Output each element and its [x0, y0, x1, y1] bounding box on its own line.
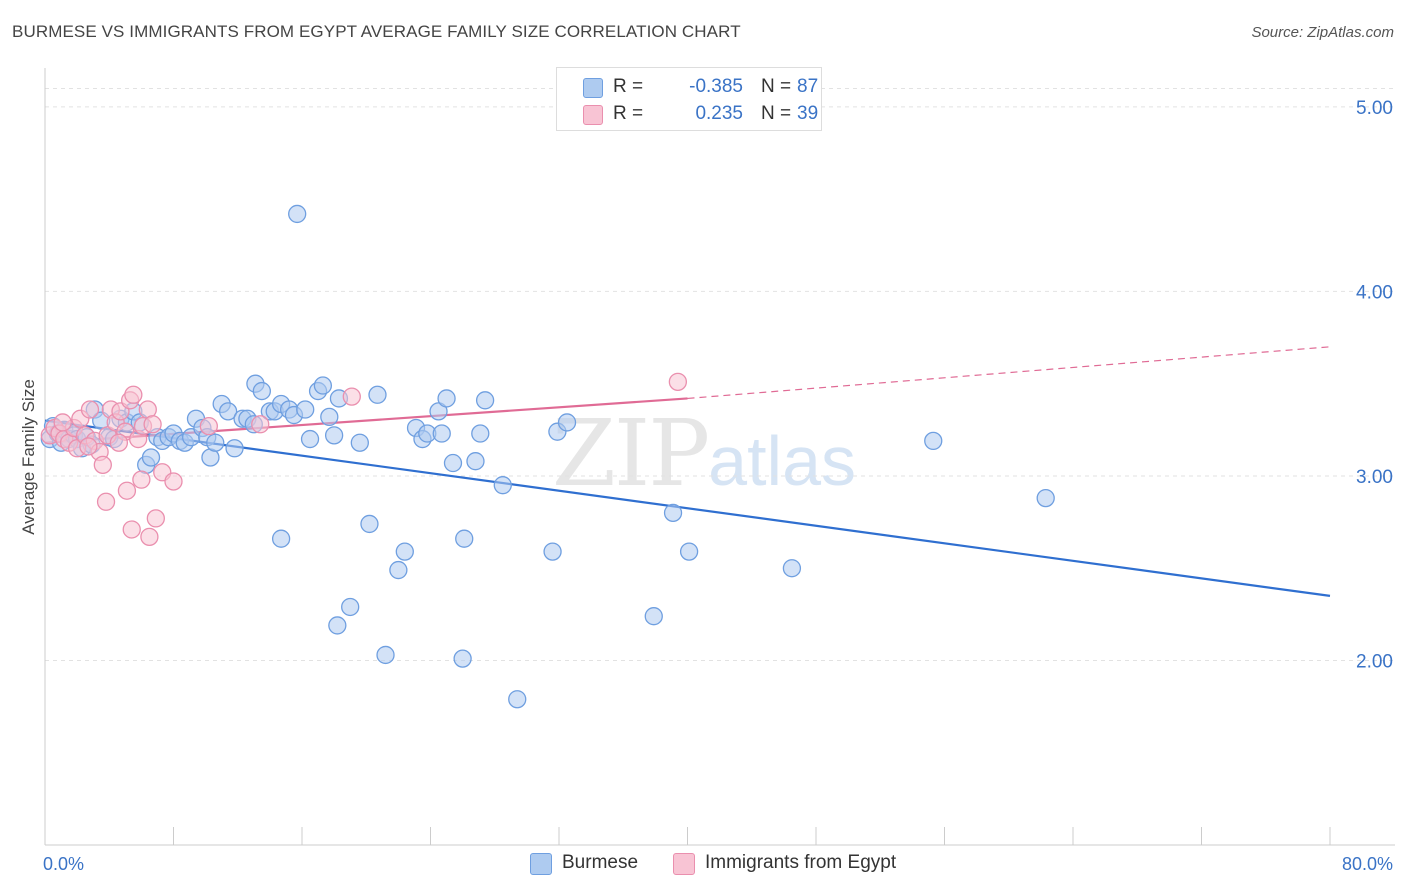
point-burmese	[252, 381, 271, 401]
point-burmese	[288, 204, 307, 224]
point-egypt	[146, 509, 165, 528]
axis-labels: 2.00 3.00 4.00 5.00 0.0% 80.0% Average Family …	[19, 98, 1393, 874]
point-burmese	[206, 433, 225, 452]
point-burmese	[300, 429, 320, 449]
point-burmese	[271, 529, 291, 548]
y-tick-label: 4.00	[1356, 282, 1393, 303]
legend-n-value: 87	[797, 76, 819, 97]
point-burmese	[557, 413, 577, 432]
source-label: Source: ZipAtlas.com	[1251, 24, 1394, 41]
point-egypt	[117, 481, 137, 500]
legend-n-value: 39	[797, 103, 819, 124]
point-burmese	[218, 402, 238, 421]
point-burmese	[508, 690, 527, 709]
x-tick-label: 80.0%	[1342, 854, 1393, 874]
point-burmese	[313, 376, 333, 395]
point-egypt	[143, 415, 162, 434]
point-egypt	[199, 416, 218, 436]
watermark-zip: ZIP	[552, 400, 710, 507]
legend-r-label: R =	[613, 76, 644, 97]
point-burmese	[679, 542, 699, 561]
point-burmese	[1036, 488, 1055, 508]
point-burmese	[663, 503, 683, 523]
point-burmese	[141, 448, 161, 467]
bottom-legend-label-egypt: Immigrants from Egypt	[705, 852, 897, 873]
point-egypt	[132, 470, 151, 489]
point-burmese	[475, 391, 495, 410]
bottom-legend-swatch-burmese	[530, 853, 552, 875]
legend-swatch-egypt	[583, 105, 603, 125]
point-burmese	[455, 529, 474, 548]
point-burmese	[395, 542, 414, 561]
point-egypt	[79, 437, 98, 456]
point-egypt	[80, 400, 100, 419]
trend-line-burmese	[44, 419, 1331, 597]
point-burmese	[429, 402, 448, 421]
point-burmese	[328, 616, 347, 635]
legend-r-label: R =	[613, 103, 644, 124]
point-burmese	[341, 597, 360, 617]
axes	[44, 68, 1395, 846]
point-burmese	[432, 424, 451, 443]
point-egypt	[140, 527, 159, 546]
point-burmese	[453, 649, 472, 668]
point-burmese	[296, 400, 315, 419]
point-burmese	[225, 439, 244, 458]
point-egypt	[164, 472, 183, 491]
point-burmese	[389, 560, 408, 580]
y-tick-label: 2.00	[1356, 651, 1393, 672]
point-burmese	[350, 433, 369, 452]
point-egypt	[668, 372, 688, 391]
legend-n-label: N =	[761, 103, 792, 124]
legend-swatch-burmese	[583, 78, 603, 98]
x-tick-label: 0.0%	[43, 854, 84, 874]
y-tick-label: 5.00	[1356, 98, 1393, 119]
legend-r-value: 0.235	[695, 103, 743, 124]
point-burmese	[543, 542, 562, 561]
grid-lines	[45, 87, 1395, 661]
point-burmese	[368, 385, 387, 404]
legend: R = -0.385 N = 87 R = 0.235 N = 39	[556, 67, 822, 131]
point-burmese	[437, 389, 456, 408]
point-egypt	[251, 415, 270, 434]
point-burmese	[360, 514, 379, 534]
trend-line-egypt-extension	[687, 346, 1331, 400]
point-burmese	[320, 407, 339, 427]
y-axis-label: Average Family Size	[19, 379, 38, 535]
point-egypt	[53, 413, 72, 432]
bottom-legend-swatch-egypt	[673, 853, 695, 875]
point-egypt	[124, 385, 143, 404]
point-egypt	[342, 387, 361, 406]
point-egypt	[122, 520, 141, 539]
watermark: ZIPatlas	[552, 400, 856, 507]
point-burmese	[443, 453, 463, 473]
legend-r-value: -0.385	[689, 76, 743, 97]
point-burmese	[493, 476, 512, 495]
watermark-atlas: atlas	[708, 422, 857, 500]
legend-n-label: N =	[761, 76, 792, 97]
point-burmese	[324, 426, 344, 445]
point-burmese	[471, 424, 490, 443]
point-burmese	[466, 452, 485, 471]
point-burmese	[644, 607, 663, 626]
point-egypt	[96, 492, 116, 511]
point-burmese	[924, 431, 943, 451]
data-points	[40, 204, 1055, 709]
point-burmese	[782, 559, 802, 578]
point-burmese	[376, 645, 395, 665]
chart-title: BURMESE VS IMMIGRANTS FROM EGYPT AVERAGE…	[12, 22, 741, 41]
y-tick-label: 3.00	[1356, 467, 1393, 488]
bottom-legend-label-burmese: Burmese	[562, 852, 639, 873]
point-egypt	[93, 455, 112, 475]
point-egypt	[109, 433, 129, 452]
